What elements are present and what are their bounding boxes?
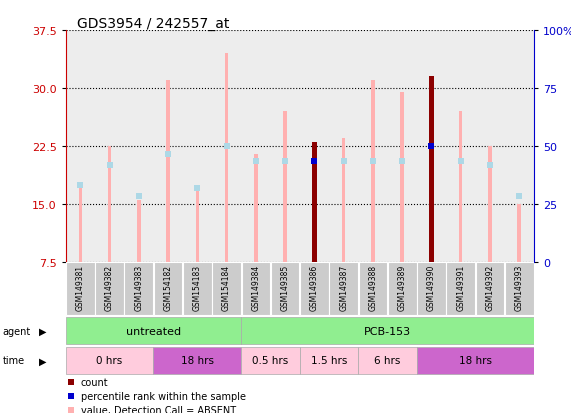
Text: GSM149381: GSM149381 (76, 264, 85, 310)
Bar (400, 93, 404, 262)
Bar (66, 317, 241, 344)
Bar (430, 150, 433, 262)
Bar (154, 31, 183, 262)
Bar (137, 201, 140, 262)
Bar (66, 263, 95, 316)
Text: value, Detection Call = ABSENT: value, Detection Call = ABSENT (81, 405, 236, 413)
Bar (505, 263, 533, 316)
Bar (271, 263, 299, 316)
Bar (359, 347, 417, 374)
Text: GSM149383: GSM149383 (134, 264, 143, 310)
Bar (517, 204, 521, 262)
Bar (429, 77, 434, 262)
Text: 18 hrs: 18 hrs (181, 356, 214, 366)
Bar (505, 31, 534, 262)
Text: GSM149391: GSM149391 (456, 264, 465, 310)
Bar (300, 31, 329, 262)
Bar (313, 166, 316, 262)
Bar (359, 263, 387, 316)
Text: GSM149385: GSM149385 (280, 264, 289, 310)
Bar (212, 263, 241, 316)
Bar (241, 31, 271, 262)
Bar (241, 347, 300, 374)
Bar (254, 154, 258, 262)
Bar (241, 317, 534, 344)
Text: GDS3954 / 242557_at: GDS3954 / 242557_at (77, 17, 230, 31)
Text: GSM149393: GSM149393 (514, 264, 524, 310)
Text: 6 hrs: 6 hrs (375, 356, 401, 366)
Bar (183, 31, 212, 262)
Bar (388, 31, 417, 262)
Text: ▶: ▶ (39, 326, 46, 336)
Bar (359, 31, 388, 262)
Text: GSM149389: GSM149389 (397, 264, 407, 310)
Bar (446, 31, 475, 262)
Bar (124, 31, 154, 262)
Bar (95, 31, 124, 262)
Bar (371, 81, 375, 262)
Text: GSM149386: GSM149386 (310, 264, 319, 310)
Bar (300, 347, 359, 374)
Text: 1.5 hrs: 1.5 hrs (311, 356, 347, 366)
Bar (183, 263, 212, 316)
Bar (475, 31, 505, 262)
Bar (312, 143, 317, 262)
Bar (108, 147, 111, 262)
Bar (66, 347, 154, 374)
Text: ▶: ▶ (39, 356, 46, 366)
Text: GSM149387: GSM149387 (339, 264, 348, 310)
Bar (66, 31, 95, 262)
Text: 0 hrs: 0 hrs (96, 356, 123, 366)
Bar (283, 112, 287, 262)
Text: PCB-153: PCB-153 (364, 326, 411, 336)
Bar (79, 185, 82, 262)
Text: count: count (81, 377, 108, 387)
Bar (166, 81, 170, 262)
Bar (417, 263, 446, 316)
Text: GSM154184: GSM154184 (222, 264, 231, 310)
Bar (329, 263, 358, 316)
Bar (154, 347, 241, 374)
Text: GSM154183: GSM154183 (193, 264, 202, 310)
Text: 0.5 hrs: 0.5 hrs (252, 356, 288, 366)
Text: agent: agent (3, 326, 31, 336)
Bar (225, 54, 228, 262)
Bar (271, 31, 300, 262)
Bar (488, 147, 492, 262)
Text: untreated: untreated (126, 326, 181, 336)
Bar (342, 139, 345, 262)
Text: percentile rank within the sample: percentile rank within the sample (81, 391, 246, 401)
Text: 18 hrs: 18 hrs (459, 356, 492, 366)
Text: GSM149392: GSM149392 (485, 264, 494, 310)
Text: GSM149390: GSM149390 (427, 264, 436, 310)
Bar (196, 189, 199, 262)
Bar (417, 347, 534, 374)
Text: GSM149384: GSM149384 (251, 264, 260, 310)
Bar (154, 263, 182, 316)
Bar (388, 263, 416, 316)
Bar (242, 263, 270, 316)
Text: time: time (3, 356, 25, 366)
Bar (124, 263, 153, 316)
Bar (212, 31, 241, 262)
Bar (329, 31, 359, 262)
Bar (476, 263, 504, 316)
Bar (459, 112, 463, 262)
Text: GSM154182: GSM154182 (163, 264, 172, 310)
Text: GSM149388: GSM149388 (368, 264, 377, 310)
Text: GSM149382: GSM149382 (105, 264, 114, 310)
Bar (95, 263, 124, 316)
Bar (447, 263, 475, 316)
Bar (300, 263, 329, 316)
Bar (417, 31, 446, 262)
